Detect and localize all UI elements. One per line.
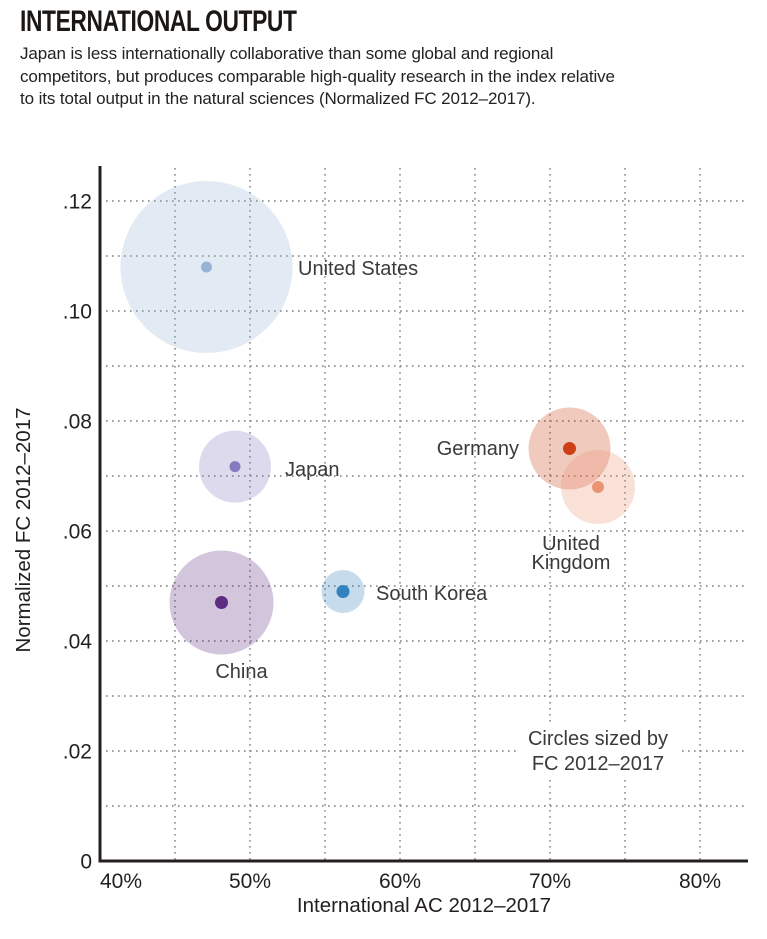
y-tick-0: 0 bbox=[80, 851, 92, 874]
size-annotation-line-1: Circles sized by bbox=[528, 728, 668, 750]
x-tick-60%: 60% bbox=[379, 870, 421, 893]
annotation-backdrop bbox=[518, 725, 678, 780]
label-japan: Japan bbox=[285, 459, 340, 481]
label-china: China bbox=[215, 661, 268, 683]
y-tick-.12: .12 bbox=[63, 191, 92, 214]
x-tick-80%: 80% bbox=[679, 870, 721, 893]
size-annotation-line-2: FC 2012–2017 bbox=[532, 753, 664, 775]
dot-south-korea bbox=[336, 585, 350, 598]
figure-subtitle: Japan is less internationally collaborat… bbox=[20, 43, 747, 111]
x-tick-40%: 40% bbox=[100, 870, 142, 893]
y-tick-.02: .02 bbox=[63, 741, 92, 764]
y-axis-title: Normalized FC 2012–2017 bbox=[12, 408, 35, 653]
label-united-kingdom-line-2: Kingdom bbox=[532, 552, 611, 574]
label-united-kingdom-line-1: United bbox=[542, 533, 600, 555]
subtitle-line-3: to its total output in the natural scien… bbox=[20, 89, 536, 108]
y-tick-.06: .06 bbox=[63, 521, 92, 544]
label-germany: Germany bbox=[437, 438, 519, 460]
label-united-states: United States bbox=[298, 258, 418, 280]
dot-united-states bbox=[201, 261, 212, 273]
y-tick-.04: .04 bbox=[63, 631, 93, 654]
y-tick-.08: .08 bbox=[63, 411, 92, 434]
subtitle-line-2: competitors, but produces comparable hig… bbox=[20, 66, 615, 86]
subtitle-line-1: Japan is less internationally collaborat… bbox=[20, 44, 554, 63]
x-tick-70%: 70% bbox=[529, 870, 571, 893]
dot-japan bbox=[229, 461, 241, 473]
dot-germany bbox=[563, 442, 576, 455]
dot-united-kingdom bbox=[592, 481, 604, 493]
x-tick-50%: 50% bbox=[229, 870, 271, 893]
label-south-korea: South Korea bbox=[376, 583, 488, 605]
x-axis-title: International AC 2012–2017 bbox=[297, 894, 551, 917]
y-tick-.10: .10 bbox=[63, 301, 92, 324]
dot-china bbox=[215, 596, 228, 609]
figure-header: INTERNATIONAL OUTPUT Japan is less inter… bbox=[20, 6, 747, 111]
figure-title: INTERNATIONAL OUTPUT bbox=[20, 5, 297, 38]
